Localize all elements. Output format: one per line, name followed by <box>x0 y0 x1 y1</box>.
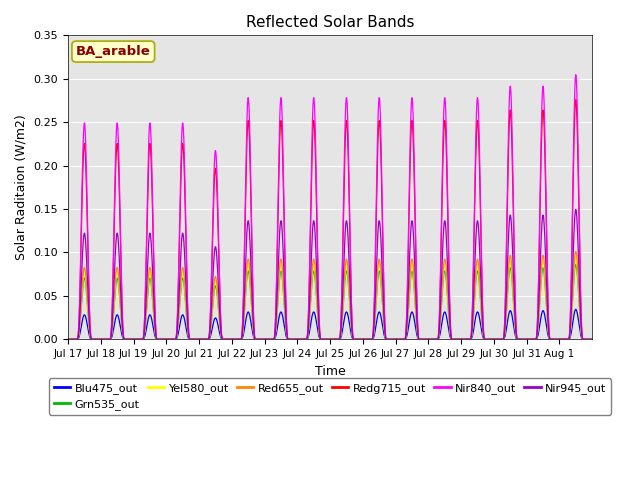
Nir840_out <box>64 336 72 342</box>
Redg715_out <box>349 336 357 342</box>
Red655_out <box>572 249 580 254</box>
Redg715_out <box>474 118 481 123</box>
Blu475_out <box>378 316 385 322</box>
Blu475_out <box>513 336 521 342</box>
Nir840_out <box>349 336 357 342</box>
Line: Nir945_out: Nir945_out <box>68 209 592 339</box>
Nir840_out <box>378 153 385 159</box>
Nir945_out <box>349 336 357 342</box>
Redg715_out <box>173 330 180 336</box>
Yel580_out <box>513 336 521 342</box>
Blu475_out <box>349 336 357 342</box>
Yel580_out <box>588 336 596 342</box>
Title: Reflected Solar Bands: Reflected Solar Bands <box>246 15 414 30</box>
Yel580_out <box>173 334 180 340</box>
Nir840_out <box>513 335 521 340</box>
Red655_out <box>64 336 72 342</box>
X-axis label: Time: Time <box>315 365 346 378</box>
Grn535_out <box>513 336 521 342</box>
Blu475_out <box>64 336 72 342</box>
Blu475_out <box>474 309 481 315</box>
Yel580_out <box>499 336 507 342</box>
Nir840_out <box>588 336 596 342</box>
Line: Nir840_out: Nir840_out <box>68 74 592 339</box>
Redg715_out <box>64 336 72 342</box>
Text: BA_arable: BA_arable <box>76 45 150 58</box>
Legend: Blu475_out, Grn535_out, Yel580_out, Red655_out, Redg715_out, Nir840_out, Nir945_: Blu475_out, Grn535_out, Yel580_out, Red6… <box>49 378 611 415</box>
Nir945_out <box>474 218 481 224</box>
Redg715_out <box>572 97 580 103</box>
Yel580_out <box>474 262 481 267</box>
Blu475_out <box>173 336 180 341</box>
Redg715_out <box>588 336 596 342</box>
Yel580_out <box>378 280 385 286</box>
Yel580_out <box>349 336 357 342</box>
Nir945_out <box>173 333 180 338</box>
Grn535_out <box>474 268 481 274</box>
Nir840_out <box>499 336 507 342</box>
Yel580_out <box>64 336 72 342</box>
Blu475_out <box>572 307 580 312</box>
Red655_out <box>513 336 521 342</box>
Nir945_out <box>64 336 72 342</box>
Line: Blu475_out: Blu475_out <box>68 310 592 339</box>
Redg715_out <box>513 335 521 341</box>
Grn535_out <box>349 336 357 342</box>
Nir840_out <box>173 329 180 335</box>
Red655_out <box>349 336 357 342</box>
Y-axis label: Solar Raditaion (W/m2): Solar Raditaion (W/m2) <box>15 114 28 260</box>
Blu475_out <box>588 336 596 342</box>
Grn535_out <box>588 336 596 342</box>
Grn535_out <box>572 262 580 267</box>
Line: Grn535_out: Grn535_out <box>68 264 592 339</box>
Yel580_out <box>572 254 580 260</box>
Red655_out <box>173 334 180 340</box>
Nir840_out <box>474 95 481 101</box>
Nir840_out <box>572 72 580 77</box>
Grn535_out <box>378 285 385 290</box>
Line: Red655_out: Red655_out <box>68 252 592 339</box>
Red655_out <box>474 256 481 262</box>
Nir945_out <box>513 336 521 341</box>
Blu475_out <box>499 336 507 342</box>
Red655_out <box>588 336 596 342</box>
Grn535_out <box>499 336 507 342</box>
Line: Yel580_out: Yel580_out <box>68 257 592 339</box>
Nir945_out <box>378 246 385 252</box>
Redg715_out <box>378 170 385 176</box>
Nir945_out <box>588 336 596 342</box>
Nir945_out <box>499 336 507 342</box>
Nir945_out <box>572 206 580 212</box>
Grn535_out <box>64 336 72 342</box>
Line: Redg715_out: Redg715_out <box>68 100 592 339</box>
Grn535_out <box>173 335 180 340</box>
Redg715_out <box>499 336 507 342</box>
Red655_out <box>499 336 507 342</box>
Red655_out <box>378 276 385 281</box>
